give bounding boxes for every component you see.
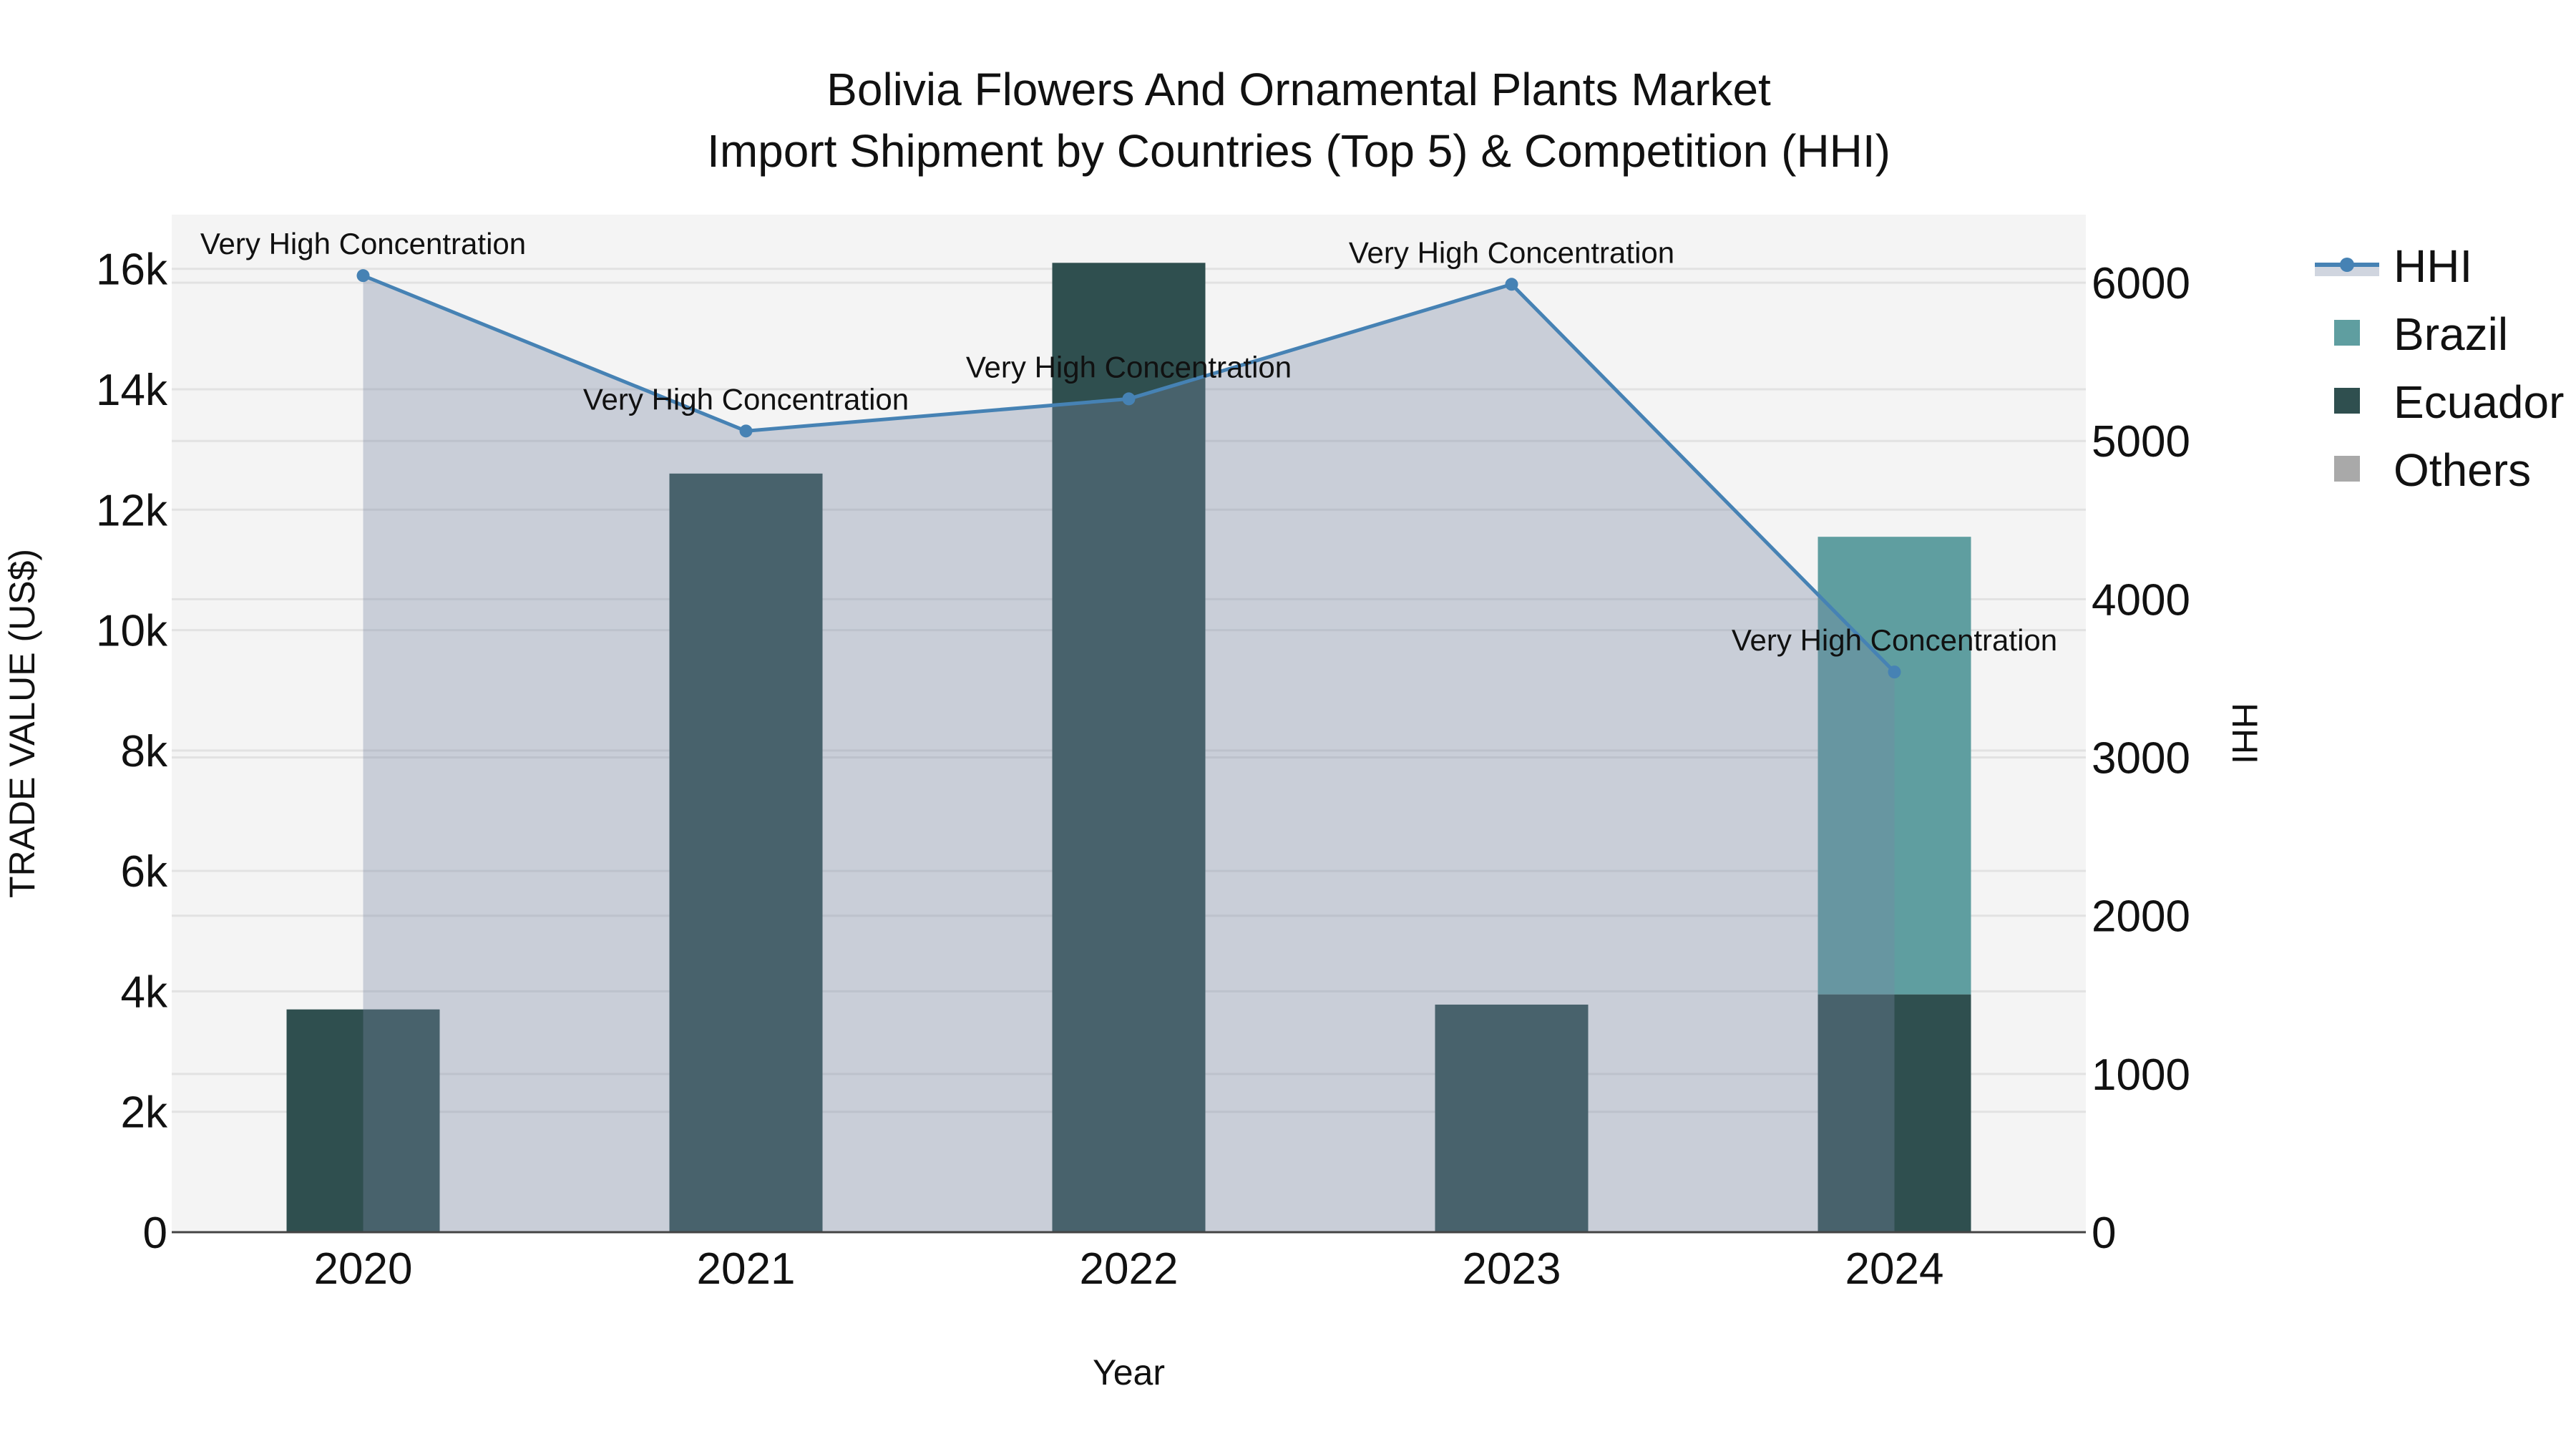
legend-item-brazil[interactable]: Brazil	[2334, 308, 2508, 360]
x-axis-title: Year	[1093, 1352, 1165, 1392]
y-tick-label: 12k	[96, 486, 168, 535]
hhi-marker-2020[interactable]	[356, 269, 370, 283]
y-tick-label: 4k	[121, 967, 168, 1017]
y2-tick-label: 5000	[2092, 417, 2190, 467]
legend-item-ecuador[interactable]: Ecuador	[2334, 376, 2564, 428]
hhi-area-fill	[363, 275, 1895, 1232]
y-tick-label: 6k	[121, 847, 168, 897]
y2-axis-title: HHI	[2225, 703, 2265, 764]
legend-item-others[interactable]: Others	[2334, 444, 2531, 496]
legend-label: Others	[2394, 444, 2531, 496]
annotation-2024: Very High Concentration	[1732, 623, 2057, 657]
hhi-marker-2021[interactable]	[739, 424, 753, 438]
y2-tick-label: 2000	[2092, 892, 2190, 942]
y-tick-label: 16k	[96, 245, 168, 295]
chart-title: Bolivia Flowers And Ornamental Plants Ma…	[826, 64, 1771, 115]
annotation-2021: Very High Concentration	[583, 382, 909, 416]
legend-square-icon	[2334, 456, 2360, 482]
legend-square-icon	[2334, 320, 2360, 346]
y2-tick-label: 6000	[2092, 259, 2190, 308]
legend-marker-icon	[2340, 258, 2354, 272]
bar-ecuador-2024[interactable]	[1818, 994, 1971, 1232]
annotation-2020: Very High Concentration	[200, 227, 526, 260]
hhi-marker-2023[interactable]	[1505, 278, 1518, 291]
annotation-2023: Very High Concentration	[1349, 235, 1674, 269]
legend-item-hhi[interactable]: HHI	[2315, 240, 2472, 292]
y2-tick-label: 4000	[2092, 575, 2190, 625]
legend-label: Brazil	[2394, 308, 2508, 360]
annotation-2022: Very High Concentration	[966, 350, 1292, 384]
y-tick-label: 2k	[121, 1088, 168, 1138]
bar-brazil-2024[interactable]	[1818, 537, 1971, 995]
x-tick-label: 2020	[314, 1244, 413, 1294]
bar-ecuador-2021[interactable]	[669, 473, 823, 1232]
y2-tick-label: 1000	[2092, 1050, 2190, 1100]
legend-label: Ecuador	[2394, 376, 2564, 428]
y-axis-title: TRADE VALUE (US$)	[2, 549, 42, 898]
bar-ecuador-2022[interactable]	[1052, 263, 1206, 1232]
bar-ecuador-2023[interactable]	[1435, 1004, 1589, 1232]
y-tick-label: 10k	[96, 607, 168, 656]
y2-tick-label: 3000	[2092, 734, 2190, 784]
y2-tick-label: 0	[2092, 1209, 2116, 1258]
annotations: Very High Concentration Very High Concent…	[200, 227, 2057, 657]
y-tick-label: 8k	[121, 727, 168, 776]
x-tick-label: 2021	[697, 1244, 796, 1294]
y-tick-label: 0	[143, 1209, 167, 1258]
bars	[286, 263, 1971, 1232]
bar-ecuador-2020[interactable]	[286, 1009, 440, 1232]
legend-label: HHI	[2394, 240, 2472, 292]
legend-square-icon	[2334, 388, 2360, 414]
x-tick-label: 2024	[1845, 1244, 1944, 1294]
hhi-area	[363, 275, 1895, 1232]
y-tick-label: 14k	[96, 366, 168, 415]
x-tick-label: 2023	[1463, 1244, 1561, 1294]
hhi-marker-2022[interactable]	[1122, 392, 1136, 406]
legend[interactable]: HHI Brazil Ecuador Others	[2315, 240, 2564, 496]
x-tick-label: 2022	[1080, 1244, 1179, 1294]
hhi-marker-2024[interactable]	[1888, 665, 1901, 679]
hhi-line	[356, 269, 1901, 679]
chart-subtitle: Import Shipment by Countries (Top 5) & C…	[707, 125, 1890, 177]
axes: 0 2k 4k 6k 8k 10k 12k 14k 16k 0 1000 2000 3000 4000 50…	[2, 245, 2265, 1392]
